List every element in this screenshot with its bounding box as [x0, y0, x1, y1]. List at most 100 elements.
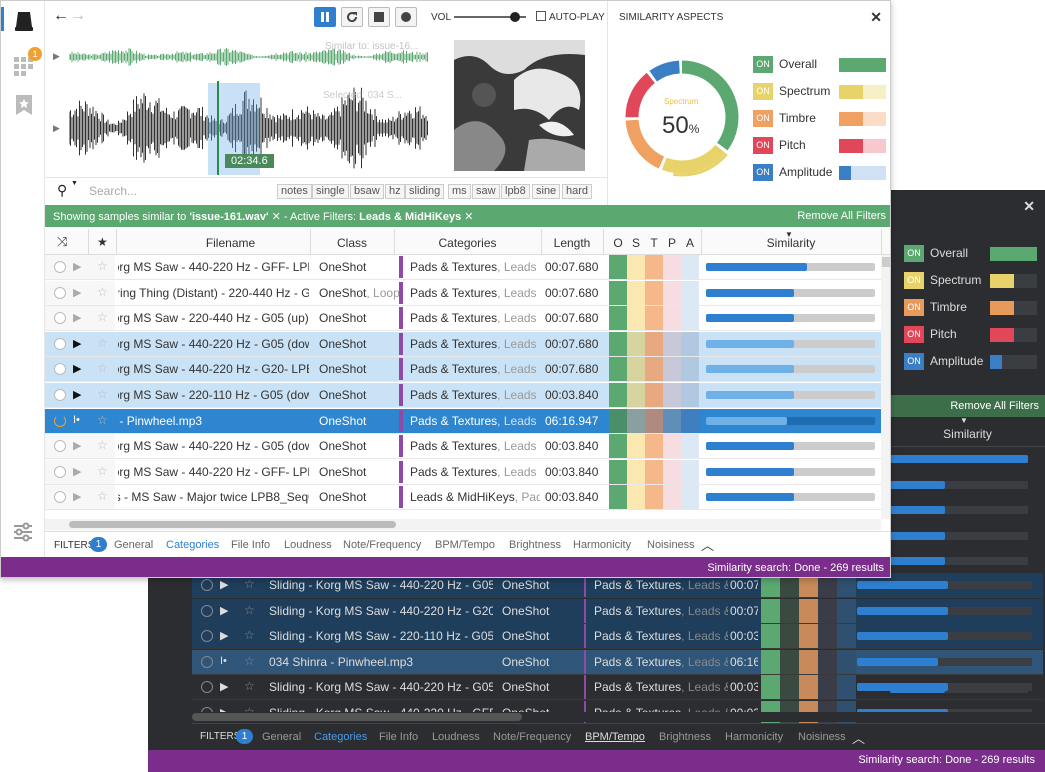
dark-favorite-star-icon[interactable]: ☆ — [244, 653, 255, 668]
row-select-checkbox[interactable] — [54, 465, 66, 478]
back-arrow-icon[interactable]: ← — [53, 7, 69, 24]
dark-aspect-weight-slider[interactable] — [990, 328, 1037, 342]
pause-button[interactable] — [314, 7, 336, 27]
search-tag[interactable]: hard — [562, 184, 593, 199]
table-row[interactable]: I• ☆ 034 Shinra - Pinwheel.mp3 OneShot Pads … — [45, 408, 881, 434]
dark-filter-tab[interactable]: Categories — [314, 731, 368, 743]
aspect-weight-slider[interactable] — [839, 85, 886, 99]
filter-tab[interactable]: General — [114, 539, 154, 551]
play-icon[interactable]: ▶ — [73, 389, 82, 401]
dark-play-icon[interactable]: ▶ — [220, 579, 229, 591]
play-icon[interactable]: ▶ — [73, 261, 82, 273]
volume-slider[interactable] — [454, 16, 526, 18]
filter-tab[interactable]: Brightness — [509, 539, 561, 551]
search-tag[interactable]: lpb8 — [501, 184, 530, 199]
dark-play-icon[interactable]: I• — [220, 654, 227, 667]
dark-play-icon[interactable]: ▶ — [220, 630, 229, 643]
table-row[interactable]: ▶ ☆ Sliding - Korg MS Saw - 440-220 Hz - G… — [45, 357, 881, 383]
favorite-star-icon[interactable]: ☆ — [97, 284, 108, 299]
close-icon[interactable]: ✕ — [870, 9, 882, 25]
dark-aspect-toggle-button[interactable]: ON — [904, 272, 924, 289]
dark-aspect-weight-slider[interactable] — [990, 355, 1037, 369]
dark-table-row[interactable]: ▶ ☆ Sliding - Korg MS Saw - 440-220 Hz - G… — [192, 598, 1043, 624]
track-play-icon[interactable]: ▶ — [53, 123, 60, 133]
play-icon[interactable]: ▶ — [73, 363, 82, 376]
filter-tab[interactable]: Loudness — [284, 539, 332, 551]
shuffle-icon[interactable]: ⤨ — [57, 234, 68, 249]
dark-row-select-checkbox[interactable] — [201, 681, 213, 694]
dark-aspect-weight-slider[interactable] — [990, 274, 1037, 288]
aspect-weight-slider[interactable] — [839, 58, 886, 72]
dark-filter-tab[interactable]: General — [262, 731, 302, 743]
table-row[interactable]: ▶ ☆ Sliding - Korg MS Saw - 220-110 Hz - G… — [45, 383, 881, 408]
dark-filter-tab[interactable]: BPM/Tempo — [585, 731, 645, 743]
search-tag[interactable]: single — [312, 184, 349, 199]
table-row[interactable]: ▶ ☆ Sliding - String Thing (Distant) - 220… — [45, 280, 881, 306]
dark-filter-tab[interactable]: File Info — [379, 731, 419, 743]
table-row[interactable]: ▶ ☆ Sliding - Korg MS Saw - 440-220 Hz - G… — [45, 459, 881, 485]
clear-reference-icon[interactable]: ✕ — [268, 211, 281, 223]
dark-play-icon[interactable]: ▶ — [220, 681, 229, 694]
column-filename[interactable]: Filename — [205, 236, 256, 250]
dark-aspect-weight-slider[interactable] — [990, 247, 1037, 261]
filter-tab[interactable]: Categories — [166, 539, 220, 551]
aspect-toggle-button[interactable]: ON — [753, 83, 773, 100]
dark-table-row[interactable]: ▶ ☆ Sliding - Korg MS Saw - 220-110 Hz - G… — [192, 624, 1043, 650]
dark-similarity-header[interactable]: ▼ Similarity — [890, 416, 1045, 447]
column-similarity[interactable]: ▼ Similarity — [766, 230, 816, 250]
dark-favorite-star-icon[interactable]: ☆ — [244, 679, 255, 694]
track-play-icon[interactable]: ▶ — [53, 51, 60, 61]
table-row[interactable]: ▶ ☆ Sliding - Korg MS Saw - 440-220 Hz - G… — [45, 331, 881, 357]
dark-filter-tab[interactable]: Brightness — [659, 731, 711, 743]
search-tag[interactable]: ms — [448, 184, 471, 199]
dark-aspect-toggle-button[interactable]: ON — [904, 326, 924, 343]
column-class[interactable]: Class — [336, 236, 367, 250]
favorite-column-star-icon[interactable]: ★ — [97, 235, 108, 249]
favorite-star-icon[interactable]: ☆ — [97, 310, 108, 325]
bookmark-star-icon[interactable] — [12, 93, 36, 117]
search-tag[interactable]: hz — [385, 184, 405, 199]
settings-sliders-icon[interactable] — [12, 521, 34, 543]
dark-table-row[interactable]: I• ☆ 034 Shinra - Pinwheel.mp3 OneShot Pads … — [192, 649, 1043, 675]
dark-filter-tab[interactable]: Note/Frequency — [493, 731, 572, 743]
dark-filter-tab[interactable]: Noisiness — [798, 731, 846, 743]
column-length[interactable]: Length — [553, 236, 591, 250]
column-categories[interactable]: Categories — [438, 236, 497, 250]
row-select-checkbox[interactable] — [54, 312, 66, 325]
dark-aspect-toggle-button[interactable]: ON — [904, 353, 924, 370]
row-select-checkbox[interactable] — [54, 286, 66, 299]
play-icon[interactable]: ▶ — [73, 440, 82, 453]
play-icon[interactable]: ▶ — [73, 491, 82, 504]
filter-tab[interactable]: BPM/Tempo — [435, 539, 495, 551]
aspect-weight-slider[interactable] — [839, 112, 886, 126]
favorite-star-icon[interactable]: ☆ — [97, 361, 108, 376]
library-icon[interactable] — [12, 9, 36, 33]
table-row[interactable]: ▶ ☆ Sliding - Korg MS Saw - 220-440 Hz - G… — [45, 306, 881, 332]
row-select-checkbox[interactable] — [54, 440, 66, 453]
search-dropdown-icon[interactable]: ▼ — [71, 180, 78, 187]
row-select-checkbox[interactable] — [54, 261, 66, 273]
clear-filter-icon[interactable]: ✕ — [461, 211, 474, 223]
dark-table-row[interactable]: ▶ ☆ Sliding - Korg MS Saw - 440-220 Hz - G… — [192, 675, 1043, 701]
grid-icon[interactable]: 1 — [12, 47, 42, 77]
forward-arrow-icon[interactable]: → — [70, 7, 86, 24]
column-amplitude[interactable]: A — [685, 236, 694, 250]
dark-aspect-weight-slider[interactable] — [990, 301, 1037, 315]
dark-aspect-toggle-button[interactable]: ON — [904, 245, 924, 262]
dark-close-button[interactable]: ✕ — [1023, 198, 1035, 214]
play-icon[interactable]: I• — [73, 413, 80, 426]
table-row[interactable]: ▶ ☆ Sequencies - MS Saw - Major twice LPB8… — [45, 485, 881, 511]
play-icon[interactable]: ▶ — [73, 312, 82, 325]
remove-all-filters-button[interactable]: Remove All Filters — [797, 210, 886, 222]
play-icon[interactable]: ▶ — [73, 286, 82, 299]
dark-row-select-checkbox[interactable] — [201, 630, 213, 643]
volume-slider-handle[interactable] — [510, 12, 521, 22]
filter-tab[interactable]: Noisiness — [647, 539, 695, 551]
search-tag[interactable]: bsaw — [350, 184, 384, 199]
dark-favorite-star-icon[interactable]: ☆ — [244, 577, 255, 591]
dark-filter-tab[interactable]: Loudness — [432, 731, 480, 743]
play-icon[interactable]: ▶ — [73, 465, 82, 478]
dark-favorite-star-icon[interactable]: ☆ — [244, 628, 255, 643]
play-icon[interactable]: ▶ — [73, 337, 82, 350]
dark-favorite-star-icon[interactable]: ☆ — [244, 602, 255, 617]
